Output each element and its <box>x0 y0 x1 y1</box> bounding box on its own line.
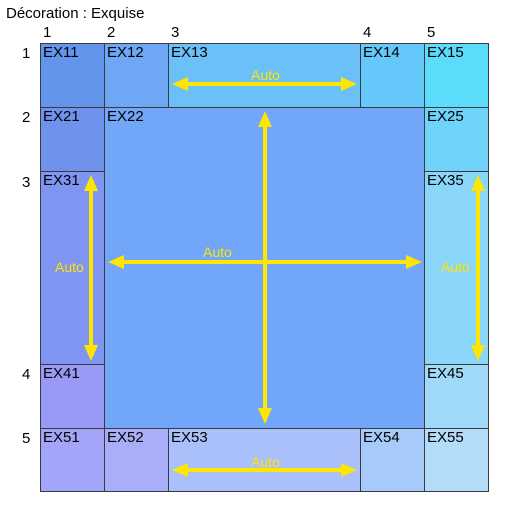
column-label-5: 5 <box>427 24 436 41</box>
row-label-2: 2 <box>22 109 31 126</box>
row-label-3: 3 <box>22 174 31 191</box>
cell-ex11: EX11 <box>40 43 105 108</box>
cell-ex52: EX52 <box>104 428 169 492</box>
row-label-4: 4 <box>22 366 31 383</box>
cell-label: EX14 <box>363 44 400 61</box>
cell-label: EX52 <box>107 429 144 446</box>
cell-ex53: EX53 <box>168 428 361 492</box>
column-label-1: 1 <box>43 24 52 41</box>
column-label-4: 4 <box>363 24 372 41</box>
cell-label: EX45 <box>427 365 464 382</box>
cell-label: EX25 <box>427 108 464 125</box>
cell-ex55: EX55 <box>424 428 489 492</box>
column-label-2: 2 <box>107 24 116 41</box>
auto-label-top: Auto <box>251 67 280 83</box>
cell-label: EX53 <box>171 429 208 446</box>
cell-ex13: EX13 <box>168 43 361 108</box>
cell-label: EX21 <box>43 108 80 125</box>
cell-ex31: EX31 <box>40 171 105 365</box>
cell-label: EX22 <box>107 108 144 125</box>
cell-label: EX15 <box>427 44 464 61</box>
cell-label: EX31 <box>43 172 80 189</box>
cell-ex22: EX22 <box>104 107 425 429</box>
cell-ex15: EX15 <box>424 43 489 108</box>
auto-label-right: Auto <box>441 259 470 275</box>
auto-label-left: Auto <box>55 259 84 275</box>
row-label-5: 5 <box>22 430 31 447</box>
cell-label: EX41 <box>43 365 80 382</box>
cell-ex41: EX41 <box>40 364 105 429</box>
cell-label: EX35 <box>427 172 464 189</box>
cell-ex54: EX54 <box>360 428 425 492</box>
cell-ex45: EX45 <box>424 364 489 429</box>
cell-ex14: EX14 <box>360 43 425 108</box>
column-label-3: 3 <box>171 24 180 41</box>
cell-ex21: EX21 <box>40 107 105 172</box>
page-title: Décoration : Exquise <box>6 5 145 22</box>
cell-label: EX11 <box>43 44 79 61</box>
cell-label: EX51 <box>43 429 80 446</box>
auto-label-center: Auto <box>203 244 232 260</box>
cell-ex51: EX51 <box>40 428 105 492</box>
cell-ex12: EX12 <box>104 43 169 108</box>
auto-label-bottom: Auto <box>251 454 280 470</box>
cell-ex25: EX25 <box>424 107 489 172</box>
cell-label: EX12 <box>107 44 144 61</box>
cell-label: EX13 <box>171 44 208 61</box>
row-label-1: 1 <box>22 45 31 62</box>
cell-label: EX55 <box>427 429 464 446</box>
cell-label: EX54 <box>363 429 400 446</box>
